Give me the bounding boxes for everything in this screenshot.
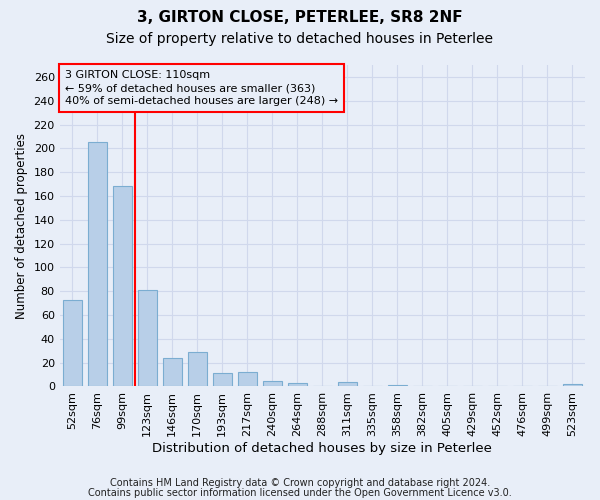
Bar bbox=[338, 382, 357, 386]
Bar bbox=[213, 374, 232, 386]
Text: Size of property relative to detached houses in Peterlee: Size of property relative to detached ho… bbox=[107, 32, 493, 46]
Bar bbox=[238, 372, 257, 386]
Bar bbox=[288, 383, 307, 386]
Text: Contains public sector information licensed under the Open Government Licence v3: Contains public sector information licen… bbox=[88, 488, 512, 498]
Bar bbox=[263, 380, 281, 386]
Text: 3, GIRTON CLOSE, PETERLEE, SR8 2NF: 3, GIRTON CLOSE, PETERLEE, SR8 2NF bbox=[137, 10, 463, 25]
Y-axis label: Number of detached properties: Number of detached properties bbox=[15, 132, 28, 318]
Text: Contains HM Land Registry data © Crown copyright and database right 2024.: Contains HM Land Registry data © Crown c… bbox=[110, 478, 490, 488]
X-axis label: Distribution of detached houses by size in Peterlee: Distribution of detached houses by size … bbox=[152, 442, 492, 455]
Bar bbox=[88, 142, 107, 386]
Bar bbox=[188, 352, 206, 386]
Bar bbox=[138, 290, 157, 386]
Bar bbox=[163, 358, 182, 386]
Bar bbox=[563, 384, 582, 386]
Bar bbox=[113, 186, 131, 386]
Text: 3 GIRTON CLOSE: 110sqm
← 59% of detached houses are smaller (363)
40% of semi-de: 3 GIRTON CLOSE: 110sqm ← 59% of detached… bbox=[65, 70, 338, 106]
Bar bbox=[63, 300, 82, 386]
